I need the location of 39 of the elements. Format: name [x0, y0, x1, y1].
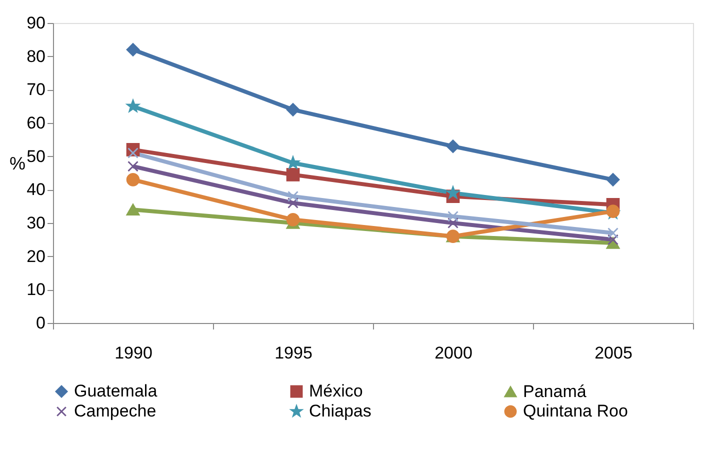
point: [446, 186, 460, 199]
point: [126, 173, 140, 186]
y-tick-label: 40: [26, 180, 46, 200]
legend-label: Chiapas: [309, 402, 372, 420]
point: [606, 173, 620, 186]
point: [126, 204, 140, 216]
point: [128, 160, 138, 172]
x-tick-label: 2000: [434, 344, 472, 362]
point: [126, 100, 140, 112]
y-tick-label: 50: [26, 146, 46, 166]
point: [446, 140, 460, 153]
point: [608, 228, 618, 238]
legend-label: Campeche: [74, 402, 156, 420]
point: [288, 190, 298, 202]
y-axis-title: %: [9, 154, 26, 174]
y-tick-label: 70: [26, 80, 46, 100]
point: [288, 198, 298, 208]
x-tick-label: 1990: [114, 344, 152, 362]
y-tick-label: 20: [26, 246, 46, 266]
y-tick-label: 10: [26, 280, 46, 300]
point: [286, 103, 300, 116]
legend-label: México: [309, 382, 363, 401]
point: [448, 210, 458, 222]
x-tick-label: 1995: [274, 344, 312, 362]
legend-label: Guatemala: [74, 382, 158, 401]
y-tick-label: 90: [26, 14, 46, 32]
point: [286, 156, 300, 169]
y-tick-label: 0: [36, 314, 46, 332]
point: [126, 43, 140, 56]
point: [286, 213, 300, 226]
x-tick-label: 2005: [594, 344, 632, 362]
y-tick-label: 30: [26, 214, 46, 232]
point: [286, 168, 300, 182]
y-tick-label: 80: [26, 46, 46, 66]
point: [448, 218, 458, 228]
point: [128, 148, 138, 158]
legend-label: Panamá: [523, 382, 587, 401]
y-tick-label: 60: [26, 114, 46, 132]
legend-label: Quintana Roo: [523, 402, 628, 420]
